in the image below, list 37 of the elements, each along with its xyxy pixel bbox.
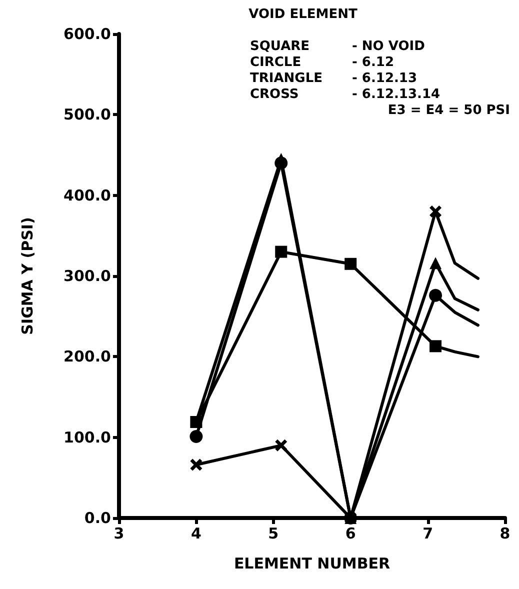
y-tick-label: 200.0	[64, 348, 111, 366]
y-tick-label: 300.0	[64, 267, 111, 285]
x-tick-label: 4	[190, 524, 202, 542]
point	[344, 512, 358, 524]
annotation: TRIANGLE	[250, 71, 322, 86]
x-tick-label: 5	[268, 524, 279, 542]
point	[275, 246, 288, 258]
annotation: E3 = E4 = 50 PSI	[388, 103, 510, 118]
point	[275, 439, 288, 452]
y-tick-label: 500.0	[64, 106, 111, 124]
x-axis-title: ELEMENT NUMBER	[234, 554, 391, 572]
point	[344, 258, 357, 270]
point	[430, 340, 442, 352]
point	[430, 257, 442, 270]
text: VOID ELEMENT	[248, 7, 358, 22]
annotation: - 6.12	[352, 55, 394, 70]
annotation: - 6.12.13.14	[352, 87, 440, 102]
y-tick-label: 400.0	[64, 186, 111, 204]
point	[190, 458, 202, 471]
x-tick-label: 3	[114, 524, 124, 542]
y-axis-title: SIGMA Y (PSI)	[18, 217, 36, 335]
annotation: CIRCLE	[250, 55, 302, 70]
point	[274, 156, 288, 170]
x-tick-label: 7	[422, 524, 434, 542]
y-tick-label: 0.0	[84, 509, 111, 527]
point	[190, 416, 202, 428]
y-tick-label: 600.0	[64, 25, 111, 43]
x-tick-label: 8	[500, 524, 510, 542]
x-tick-label: 6	[345, 524, 356, 542]
point	[429, 288, 442, 302]
annotation: - NO VOID	[352, 39, 426, 54]
annotation: CROSS	[250, 87, 299, 102]
annotation: - 6.12.13	[352, 71, 418, 86]
y-tick-label: 100.0	[64, 428, 111, 446]
point	[430, 205, 442, 218]
point	[190, 430, 203, 444]
annotation: SQUARE	[250, 39, 310, 54]
